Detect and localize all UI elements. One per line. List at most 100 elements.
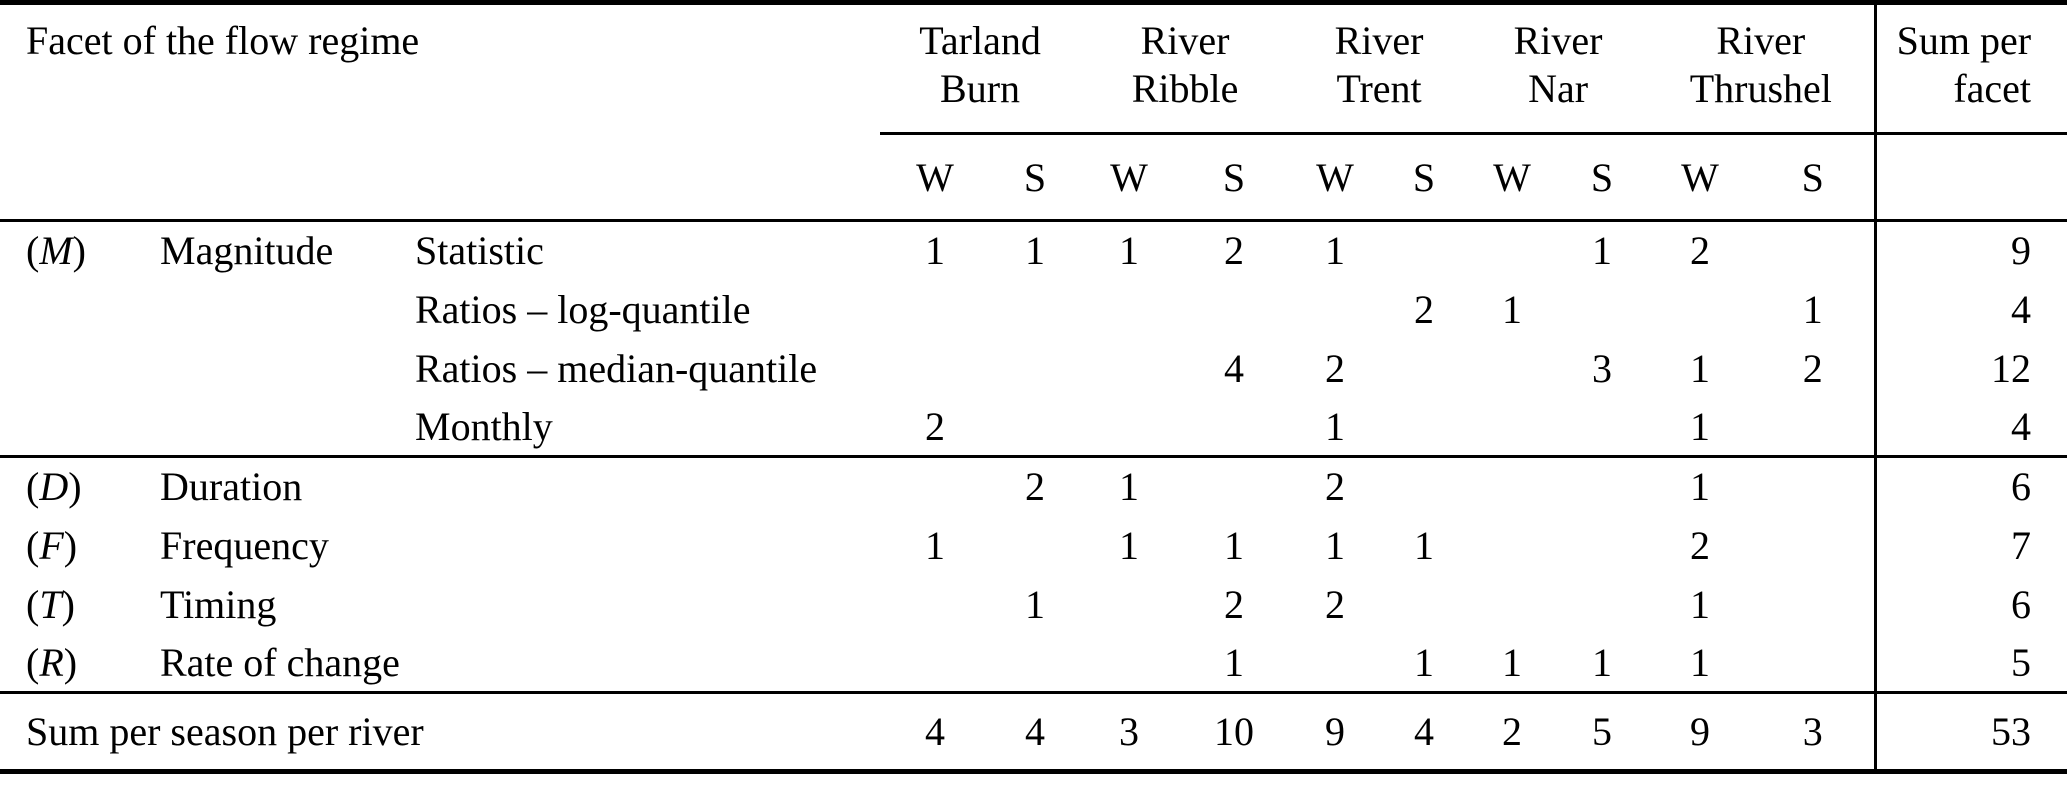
column-header-river-ribble: River Ribble [1080,2,1291,135]
row-prefix: (M) [0,221,160,280]
season-header-summer: S [1752,133,1876,222]
season-header-winter: W [1290,133,1381,222]
cell-value [1468,221,1556,280]
river-name-line2: Burn [940,66,1021,111]
cell-value [1380,339,1468,398]
table-header: Facet of the flow regime Tarland Burn Ri… [0,2,2067,222]
sum-header-line2: facet [1953,66,2032,111]
cell-value [1468,516,1556,575]
table-body: (M) Magnitude Statistic 1 1 1 2 1 1 2 9 Ratios – lo… [0,220,2067,694]
cell-value [990,516,1080,575]
season-header-summer: S [990,133,1081,222]
river-name-line2: Trent [1336,66,1422,111]
cell-value [1380,575,1468,634]
cell-value [1556,457,1648,516]
column-header-sum-per-facet: Sum per facet [1873,2,2067,135]
cell-value: 2 [1690,228,1711,274]
facet-code-paren: ( [26,522,40,568]
cell-value: 1 [1592,228,1613,274]
cell-value: 2 [1224,228,1245,274]
cell-value [1752,516,1875,575]
row-prefix: (F) [0,516,160,575]
cell-value: 1 [1119,522,1140,568]
cell-value [880,575,990,634]
table-row: (T) Timing 1 2 2 1 6 [0,574,2067,634]
cell-value [1752,633,1876,694]
cell-value [1178,457,1290,516]
column-header-river-trent: River Trent [1290,2,1469,135]
flow-regime-table: Facet of the flow regime Tarland Burn Ri… [0,0,2067,774]
facet-code-letter: R [39,639,64,685]
table-row: (D) Duration 2 1 2 1 6 [0,456,2067,516]
footer-value: 4 [1414,709,1435,754]
row-prefix [0,280,160,339]
sum-header-line1: Sum per [1896,18,2032,63]
row-prefix: (D) [0,457,160,516]
season-row-sum-spacer [1873,133,2067,222]
cell-value: 2 [1690,522,1711,568]
facet-code-paren: ) [68,464,82,510]
table-row: Ratios – median-quantile 4 2 3 1 2 12 [0,338,2067,398]
river-name-line1: River [1513,18,1603,63]
footer-value: 3 [1802,709,1823,754]
cell-value [1468,397,1557,458]
cell-value [1380,457,1468,516]
row-sum-value: 5 [1873,633,2067,694]
facet-code-paren: ( [26,581,40,627]
row-sum-value: 6 [1873,574,2067,634]
cell-value [1290,280,1380,339]
cell-value: 1 [925,522,946,568]
facet-label: Rate of change [160,633,415,694]
sub-facet-label [415,457,880,516]
cell-value [1080,397,1179,458]
cell-value [1178,397,1291,458]
sub-facet-label [415,575,880,634]
cell-value [1752,221,1875,280]
cell-value: 1 [1025,581,1046,627]
river-name-line1: River [1716,18,1806,63]
cell-value: 1 [1802,286,1823,332]
cell-value: 1 [1325,228,1346,274]
cell-value [1648,280,1752,339]
sub-facet-label: Statistic [415,228,544,274]
river-name-line2: Nar [1528,66,1589,111]
cell-value: 1 [1325,522,1346,568]
table-row: (M) Magnitude Statistic 1 1 1 2 1 1 2 9 [0,220,2067,280]
cell-value [1752,457,1875,516]
row-sum-value: 12 [1873,338,2067,398]
cell-value: 2 [1802,345,1823,391]
cell-value [1468,339,1556,398]
river-name-line2: Ribble [1131,66,1239,111]
facet-code-letter: D [39,464,69,510]
cell-value: 1 [1556,633,1649,694]
cell-value [990,397,1081,458]
cell-value: 1 [1468,633,1557,694]
cell-value: 1 [1119,464,1140,510]
table-row: (F) Frequency 1 1 1 1 1 2 7 [0,515,2067,575]
facet-column-header: Facet of the flow regime [26,18,420,63]
cell-value: 1 [1502,286,1523,332]
row-prefix [0,397,160,458]
cell-value: 2 [1325,464,1346,510]
cell-value: 1 [1648,397,1753,458]
season-header-winter: W [1080,133,1179,222]
cell-value [880,280,990,339]
cell-value [1752,397,1876,458]
table-footer: Sum per season per river 4 4 3 10 9 4 2 … [0,692,2067,772]
river-name-line1: River [1334,18,1424,63]
river-name-line1: River [1140,18,1230,63]
season-header-winter: W [880,133,991,222]
cell-value [1178,280,1290,339]
cell-value [880,339,990,398]
footer-value: 9 [1690,709,1711,754]
season-header-summer: S [1556,133,1649,222]
cell-value: 4 [1224,345,1245,391]
facet-code-letter: T [39,581,62,627]
cell-value: 1 [1690,464,1711,510]
sub-facet-label: Monthly [415,397,881,458]
footer-label: Sum per season per river [26,709,424,754]
cell-value: 1 [1224,522,1245,568]
cell-value: 2 [1414,286,1435,332]
cell-value [1556,280,1648,339]
